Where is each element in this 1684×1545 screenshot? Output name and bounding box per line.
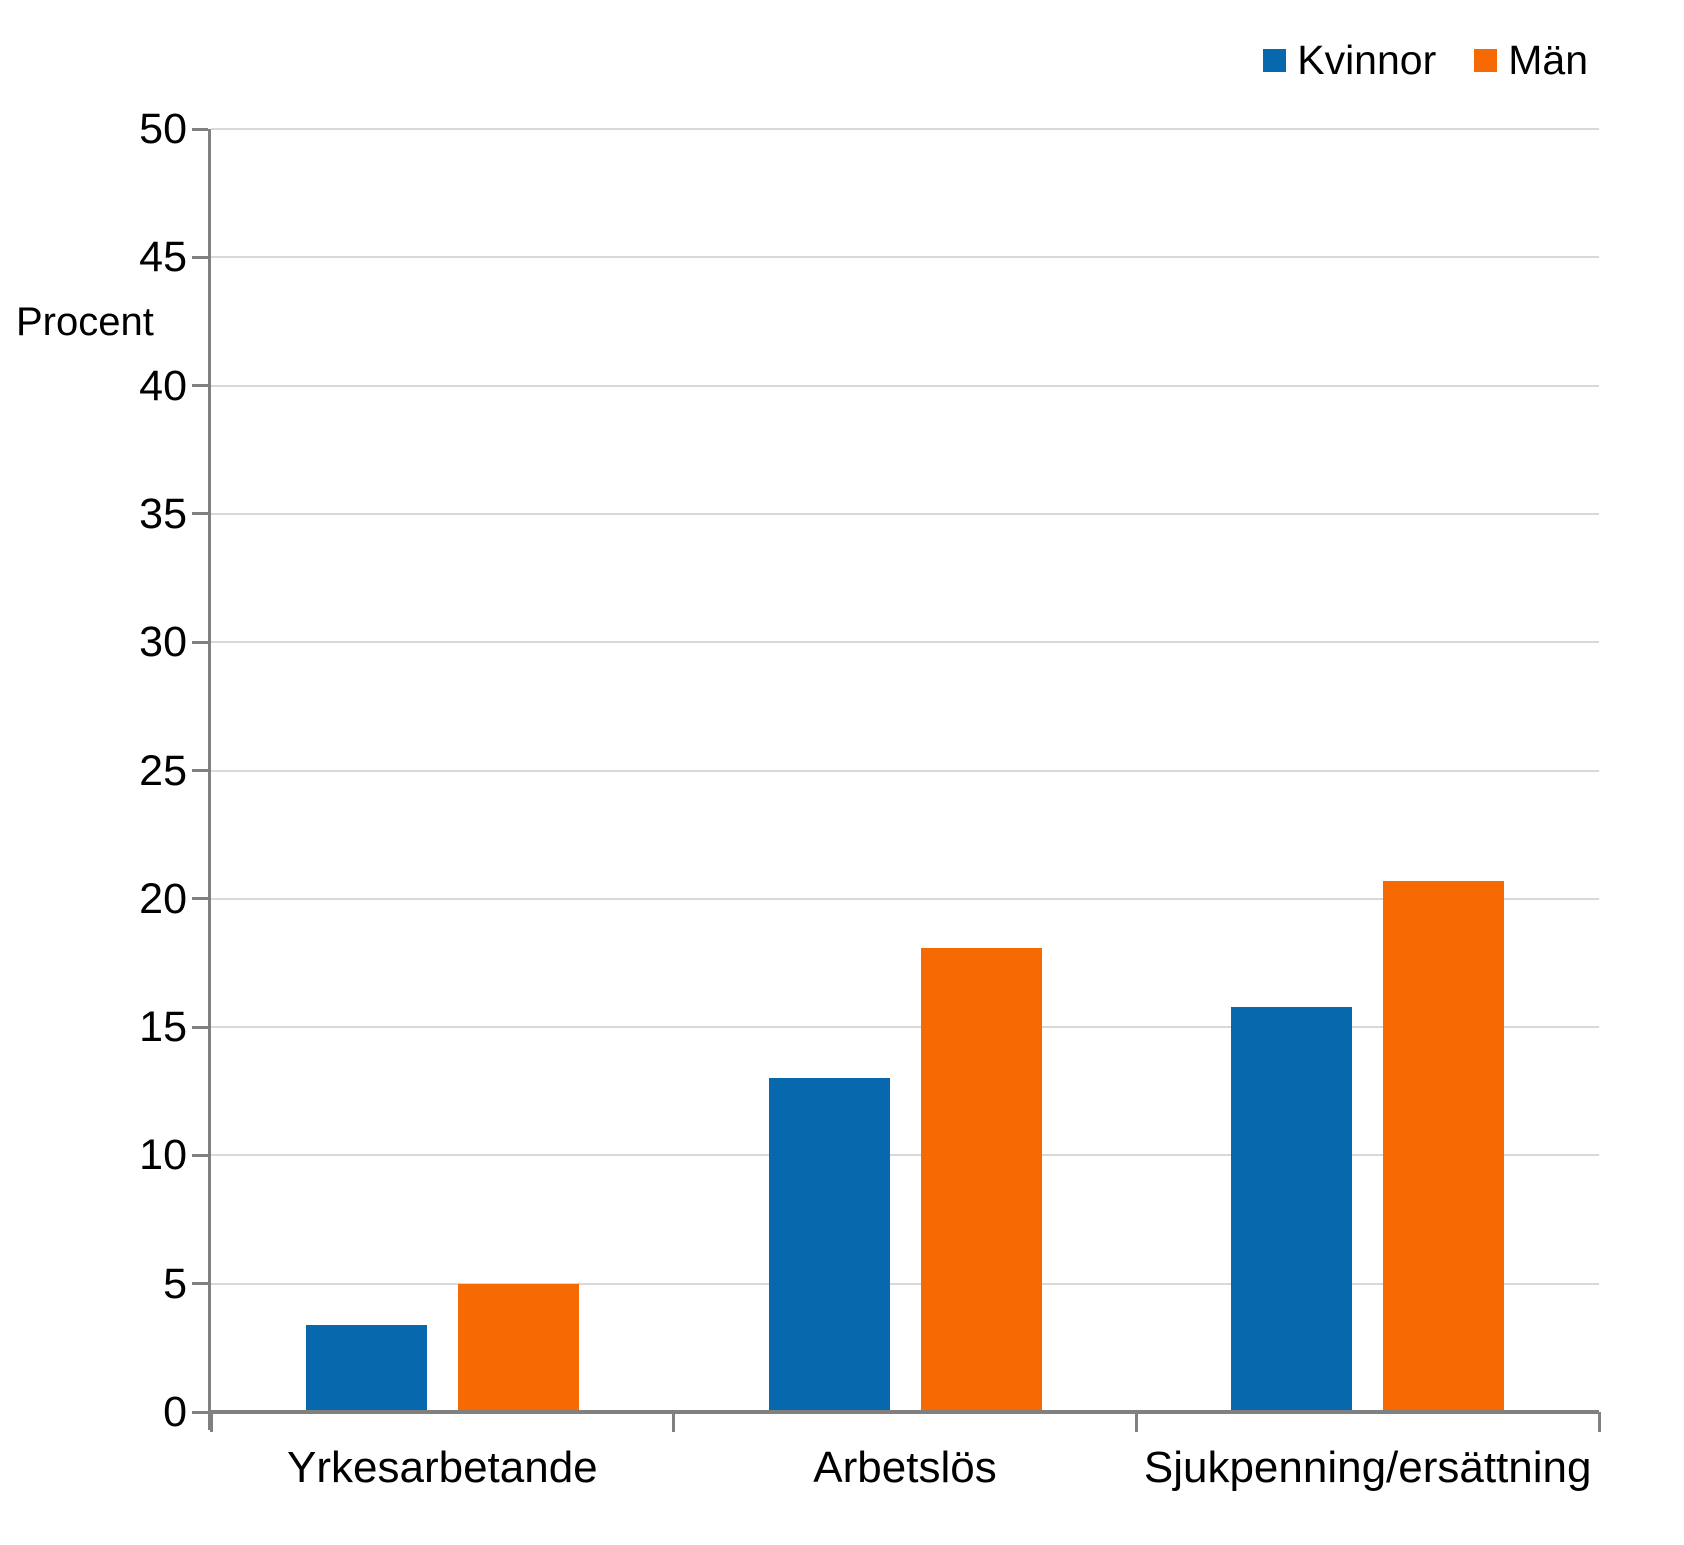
- gridline: [211, 641, 1599, 644]
- plot-area: [192, 127, 1601, 1432]
- y-axis-labels: 0 5 10 15 20 25 30 35 40 45 50: [30, 0, 187, 1545]
- bar-kvinnor: [768, 1078, 890, 1412]
- y-axis-tick-label: 20: [139, 874, 187, 923]
- legend-item-män: Män: [1474, 40, 1588, 81]
- y-axis-tick-label: 25: [139, 746, 187, 795]
- legend-label: Kvinnor: [1297, 37, 1437, 83]
- legend-item-kvinnor: Kvinnor: [1263, 40, 1436, 81]
- y-axis-tick: [192, 512, 208, 516]
- y-axis-tick-label: 10: [139, 1131, 187, 1180]
- legend-swatch-icon: [1474, 49, 1498, 72]
- bar-kvinnor: [305, 1324, 427, 1412]
- legend-swatch-icon: [1263, 49, 1287, 72]
- legend-label: Män: [1508, 37, 1588, 83]
- x-axis-labels: Yrkesarbetande Arbetslös Sjukpenning/ersät…: [211, 1441, 1599, 1495]
- y-axis-tick: [192, 1410, 208, 1414]
- y-axis-tick-label: 0: [163, 1388, 187, 1436]
- gridline: [211, 1026, 1599, 1029]
- gridline: [211, 384, 1599, 387]
- y-axis-tick: [192, 127, 208, 131]
- bar-män: [920, 947, 1042, 1412]
- category-group: [674, 129, 1137, 1412]
- gridline: [211, 128, 1599, 130]
- y-axis-tick: [192, 1282, 208, 1286]
- x-axis-category-label: Sjukpenning/ersättning: [1143, 1443, 1592, 1492]
- y-axis-tick: [192, 769, 208, 772]
- y-axis-tick-label: 30: [139, 618, 187, 667]
- bar-groups: [211, 129, 1599, 1412]
- y-axis-tick-label: 15: [139, 1003, 187, 1052]
- y-axis-tick: [192, 1025, 208, 1029]
- gridline: [211, 1154, 1599, 1157]
- x-axis-tick: [209, 1412, 213, 1432]
- y-axis-title: Procent: [16, 300, 154, 344]
- y-axis-tick-label: 5: [163, 1259, 187, 1308]
- y-axis-tick: [192, 384, 208, 388]
- category-group: [211, 129, 674, 1412]
- bar-män: [457, 1283, 579, 1412]
- category-group: [1136, 129, 1599, 1412]
- gridline: [211, 512, 1599, 515]
- y-axis-tick: [192, 897, 208, 901]
- gridline: [211, 897, 1599, 900]
- y-axis-tick-label: 45: [139, 233, 187, 282]
- y-axis-tick: [192, 640, 208, 644]
- x-axis-tick: [1134, 1412, 1138, 1432]
- x-axis-category-label: Yrkesarbetande: [287, 1443, 598, 1492]
- y-axis-tick-label: 40: [139, 361, 187, 410]
- gridline: [211, 1282, 1599, 1285]
- x-axis-line: [208, 1410, 1599, 1414]
- y-axis-line: [208, 129, 211, 1430]
- bar-män: [1383, 880, 1505, 1412]
- x-axis-category-label: Arbetslös: [813, 1443, 997, 1492]
- x-axis-tick: [1597, 1412, 1601, 1432]
- y-axis-tick: [192, 255, 208, 259]
- x-axis-tick: [672, 1412, 676, 1432]
- y-axis-tick-label: 50: [139, 105, 187, 153]
- gridline: [211, 256, 1599, 259]
- gridline: [211, 769, 1599, 772]
- y-axis-tick: [192, 1153, 208, 1157]
- bar-kvinnor: [1231, 1006, 1353, 1412]
- y-axis-tick-label: 35: [139, 489, 187, 538]
- legend: Kvinnor Män: [1263, 40, 1588, 81]
